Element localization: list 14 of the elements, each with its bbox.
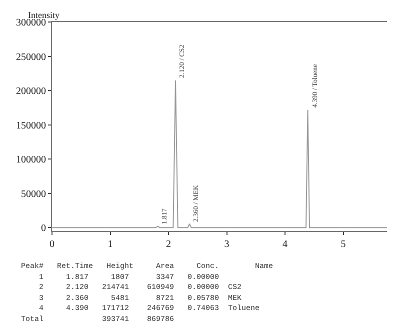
x-tick-label: 4 <box>282 239 288 250</box>
x-tick-label: 1 <box>108 239 113 250</box>
y-axis-title: Intensity <box>28 10 60 20</box>
y-tick-label: 100000 <box>16 154 46 166</box>
x-tick-label: 5 <box>340 239 346 250</box>
y-tick-label: 150000 <box>16 120 46 132</box>
y-tick-label: 50000 <box>21 188 46 200</box>
y-tick-label: 0 <box>41 223 46 234</box>
x-tick-label: 0 <box>50 239 54 250</box>
y-tick-label: 250000 <box>16 52 46 63</box>
x-tick-label: 2 <box>166 239 172 250</box>
y-tick-label: 300000 <box>16 18 46 28</box>
y-tick-label: 200000 <box>16 86 46 98</box>
x-tick-label: 3 <box>224 239 230 250</box>
